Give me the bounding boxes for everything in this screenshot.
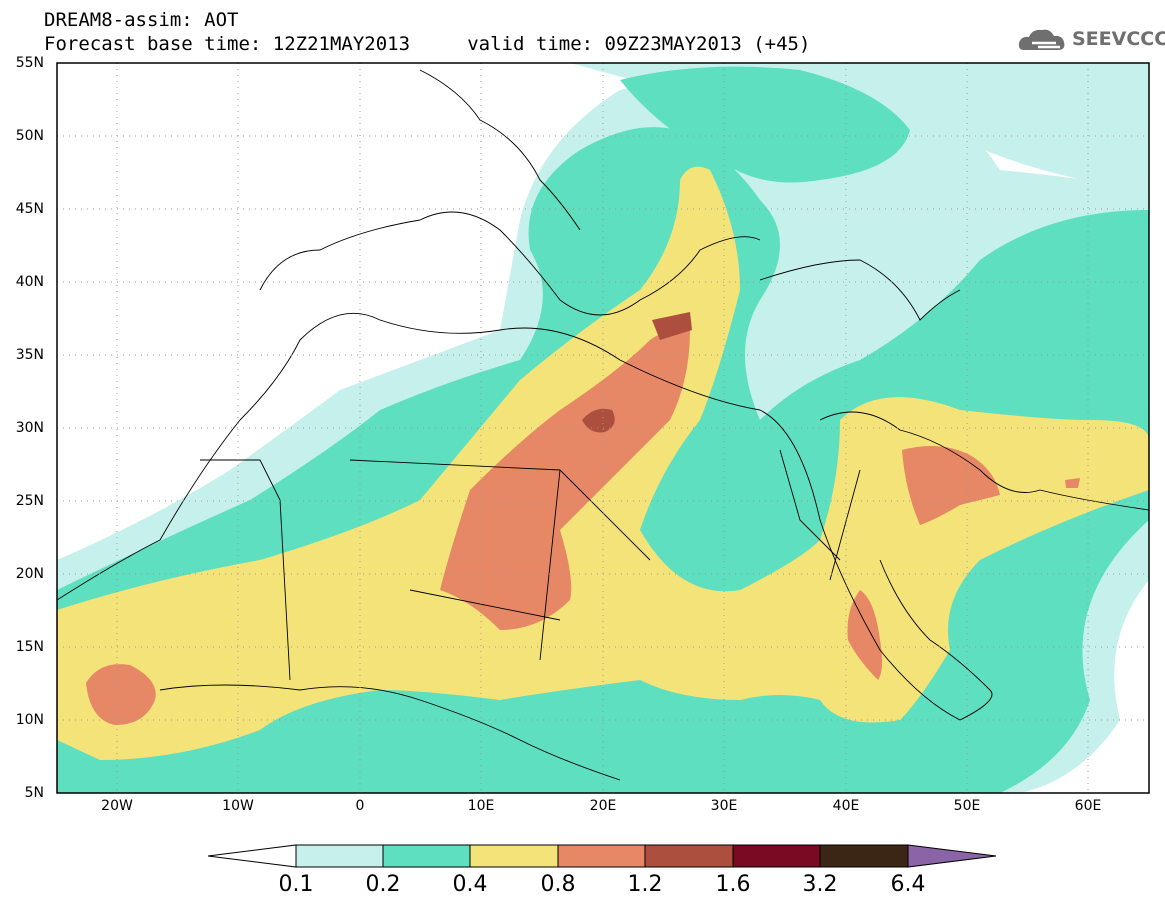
lat-label: 20N: [15, 566, 44, 582]
colorbar-bin-0.2: [382, 844, 471, 868]
lon-label: 20W: [101, 798, 133, 814]
lon-label: 10E: [467, 798, 495, 814]
lon-label: 20E: [589, 798, 617, 814]
colorbar: [207, 844, 997, 868]
colorbar-under-triangle: [207, 844, 297, 868]
lon-label: 10W: [222, 798, 254, 814]
chart-subtitle: Forecast base time: 12Z21MAY2013 valid t…: [44, 33, 811, 55]
lat-label: 10N: [15, 712, 44, 728]
map-frame: [56, 62, 1150, 794]
colorbar-bin-0.1: [295, 844, 384, 868]
lat-label: 40N: [15, 274, 44, 290]
lon-label: 60E: [1074, 798, 1102, 814]
colorbar-label: 0.4: [452, 872, 488, 897]
colorbar-bin-1.6: [732, 844, 821, 868]
colorbar-label: 3.2: [802, 872, 838, 897]
lat-label: 50N: [15, 128, 44, 144]
aot-field: [57, 63, 1149, 793]
gridlines: [57, 63, 1149, 793]
lon-label: 50E: [953, 798, 981, 814]
aot-band-0.8: [440, 326, 690, 630]
logo-text: SEEVCCC: [1072, 28, 1165, 50]
lat-label: 5N: [24, 785, 44, 801]
lat-label: 45N: [15, 201, 44, 217]
colorbar-over-triangle: [907, 844, 997, 868]
colorbar-bin-0.8: [557, 844, 646, 868]
lon-label: 40E: [832, 798, 860, 814]
lat-label: 15N: [15, 639, 44, 655]
colorbar-bin-1.2: [644, 844, 734, 868]
lat-label: 30N: [15, 420, 44, 436]
colorbar-label: 1.2: [627, 872, 663, 897]
lon-label: 0: [355, 798, 365, 814]
colorbar-bin-3.2: [819, 844, 909, 868]
aot-band-1.2: [582, 408, 615, 433]
lat-label: 25N: [15, 493, 44, 509]
colorbar-label: 6.4: [890, 872, 926, 897]
colorbar-bin-0.4: [469, 844, 559, 868]
cloud-logo-icon: [1018, 29, 1065, 50]
colorbar-label: 0.2: [365, 872, 401, 897]
lat-label: 55N: [15, 55, 44, 71]
lat-label: 35N: [15, 347, 44, 363]
coastlines: [57, 69, 1149, 781]
colorbar-label: 0.1: [278, 872, 314, 897]
colorbar-label: 0.8: [540, 872, 576, 897]
chart-title: DREAM8-assim: AOT: [44, 9, 239, 31]
colorbar-label: 1.6: [715, 872, 751, 897]
lon-label: 30E: [710, 798, 738, 814]
